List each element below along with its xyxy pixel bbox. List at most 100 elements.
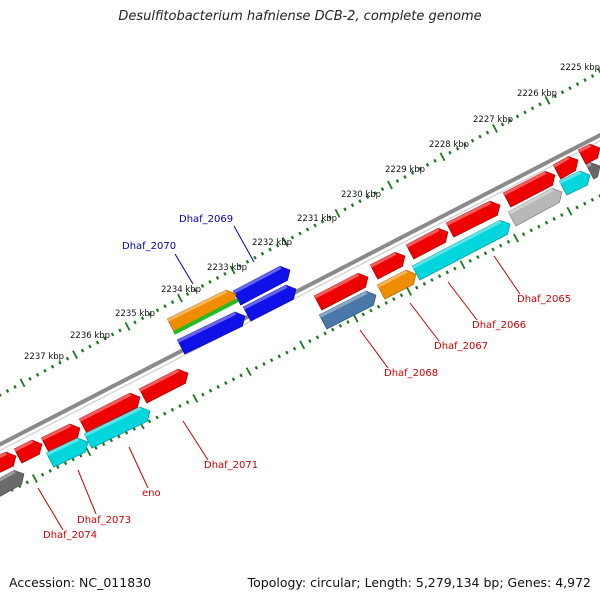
kbp-tick xyxy=(85,447,92,457)
kbp-tick xyxy=(568,86,572,91)
kbp-label: 2227 kbp xyxy=(473,115,513,125)
gene-dhaf-2068-red[interactable] xyxy=(313,272,369,311)
kbp-tick xyxy=(292,346,297,351)
topology-text: Topology: circular; Length: 5,279,134 bp… xyxy=(247,575,591,590)
kbp-tick xyxy=(231,377,236,382)
gene-label-dhaf-2065[interactable]: Dhaf_2065 xyxy=(517,294,571,305)
kbp-tick xyxy=(268,247,272,252)
kbp-tick xyxy=(13,384,17,389)
kbp-tick xyxy=(185,292,190,296)
kbp-tick xyxy=(290,235,295,240)
kbp-tick xyxy=(170,300,175,305)
gene-dhaf-2068[interactable] xyxy=(318,290,377,330)
kbp-tick xyxy=(392,297,396,302)
leader-line xyxy=(493,255,521,295)
kbp-tick xyxy=(50,364,55,369)
gene-red-2[interactable] xyxy=(552,156,579,180)
leader-line xyxy=(174,253,194,285)
leader-line xyxy=(359,329,389,369)
kbp-label: 2237 kbp xyxy=(24,352,64,362)
kbp-tick xyxy=(71,457,75,462)
kbp-label: 2228 kbp xyxy=(429,140,469,150)
kbp-tick xyxy=(56,465,60,470)
kbp-tick xyxy=(521,232,526,237)
gene-dhaf-2074[interactable] xyxy=(0,469,25,497)
kbp-tick xyxy=(72,350,78,360)
kbp-tick xyxy=(48,468,52,473)
gene-dhaf-2074-red[interactable] xyxy=(13,439,43,464)
kbp-tick xyxy=(65,356,70,361)
genome-backbone xyxy=(0,132,600,452)
gene-red-3[interactable] xyxy=(577,143,600,165)
gene-red-1[interactable] xyxy=(502,170,556,208)
kbp-tick xyxy=(395,179,400,183)
gene-dhaf-2070[interactable] xyxy=(176,311,246,355)
gene-label-dhaf-2073[interactable]: Dhaf_2073 xyxy=(77,515,131,526)
kbp-tick xyxy=(500,122,505,127)
gene-label-dhaf-2066[interactable]: Dhaf_2066 xyxy=(472,320,526,331)
kbp-tick xyxy=(468,258,472,263)
kbp-label: 2233 kbp xyxy=(207,263,247,273)
kbp-label: 2231 kbp xyxy=(297,214,337,224)
gene-dhaf-2069-b[interactable] xyxy=(242,284,297,322)
kbp-tick xyxy=(315,335,320,340)
kbp-tick xyxy=(575,205,579,210)
gene-label-dhaf-2070[interactable]: Dhaf_2070 xyxy=(122,241,176,252)
kbp-tick xyxy=(343,207,347,212)
gene-darkgray-right[interactable] xyxy=(585,162,600,180)
kbp-label: 2236 kbp xyxy=(70,331,110,341)
gene-dhaf-2073-red[interactable] xyxy=(40,423,81,453)
kbp-tick xyxy=(32,474,38,483)
gene-dhaf-2069[interactable] xyxy=(232,265,291,306)
kbp-tick xyxy=(350,203,355,208)
gene-label-eno[interactable]: eno xyxy=(142,488,161,499)
gene-dhaf-2066-red[interactable] xyxy=(405,227,449,260)
gene-dhaf-2065[interactable] xyxy=(507,187,563,227)
gene-eno[interactable] xyxy=(83,406,151,449)
gene-label-dhaf-2068[interactable]: Dhaf_2068 xyxy=(384,368,438,379)
gene-labels[interactable]: Dhaf_2065 Dhaf_2066 Dhaf_2067 Dhaf_2068 Dhaf… xyxy=(43,214,571,541)
gene-dhaf-2066[interactable] xyxy=(411,219,511,281)
kbp-tick xyxy=(155,415,159,420)
kbp-tick xyxy=(369,308,373,313)
kbp-tick xyxy=(445,270,449,275)
kbp-tick xyxy=(245,367,252,377)
gene-label-dhaf-2067[interactable]: Dhaf_2067 xyxy=(434,341,488,352)
kbp-tick xyxy=(148,312,152,317)
accession-text: Accession: NC_011830 xyxy=(9,575,152,590)
leader-line xyxy=(77,469,97,515)
kbp-tick xyxy=(506,239,511,244)
kbp-tick xyxy=(313,223,317,228)
kbp-tick xyxy=(598,194,600,198)
kbp-tick xyxy=(376,304,381,309)
gene-cyan-right[interactable] xyxy=(558,170,591,196)
kbp-tick xyxy=(492,124,498,133)
kbp-tick xyxy=(470,138,475,143)
gene-label-dhaf-2074[interactable]: Dhaf_2074 xyxy=(43,530,97,541)
kbp-label: 2232 kbp xyxy=(252,238,292,248)
kbp-tick xyxy=(338,323,343,328)
kbp-tick xyxy=(305,227,310,232)
kbp-tick xyxy=(485,130,490,135)
gene-dhaf-2067[interactable] xyxy=(376,269,417,300)
gene-label-dhaf-2069[interactable]: Dhaf_2069 xyxy=(179,214,233,225)
gene-features[interactable] xyxy=(0,143,600,497)
gene-dhaf-2067-red[interactable] xyxy=(369,251,406,280)
gene-dhaf-2073[interactable] xyxy=(45,437,89,468)
gene-label-dhaf-2071[interactable]: Dhaf_2071 xyxy=(204,460,258,471)
kbp-tick xyxy=(299,340,306,350)
kbp-tick xyxy=(463,142,467,147)
label-leader-lines xyxy=(37,225,521,531)
gene-dhaf-2071-red[interactable] xyxy=(138,368,189,404)
gene-eno-red[interactable] xyxy=(78,392,141,434)
kbp-tick xyxy=(109,438,113,443)
gene-red-0[interactable] xyxy=(0,451,17,473)
kbp-tick xyxy=(513,233,519,243)
kbp-tick xyxy=(28,376,32,381)
kbp-tick xyxy=(277,354,281,359)
kbp-tick xyxy=(245,259,250,264)
gene-dhaf-2065-red[interactable] xyxy=(445,200,501,238)
gene-dhaf-2070-orange[interactable] xyxy=(166,289,237,334)
kbp-label: 2226 kbp xyxy=(517,89,557,99)
